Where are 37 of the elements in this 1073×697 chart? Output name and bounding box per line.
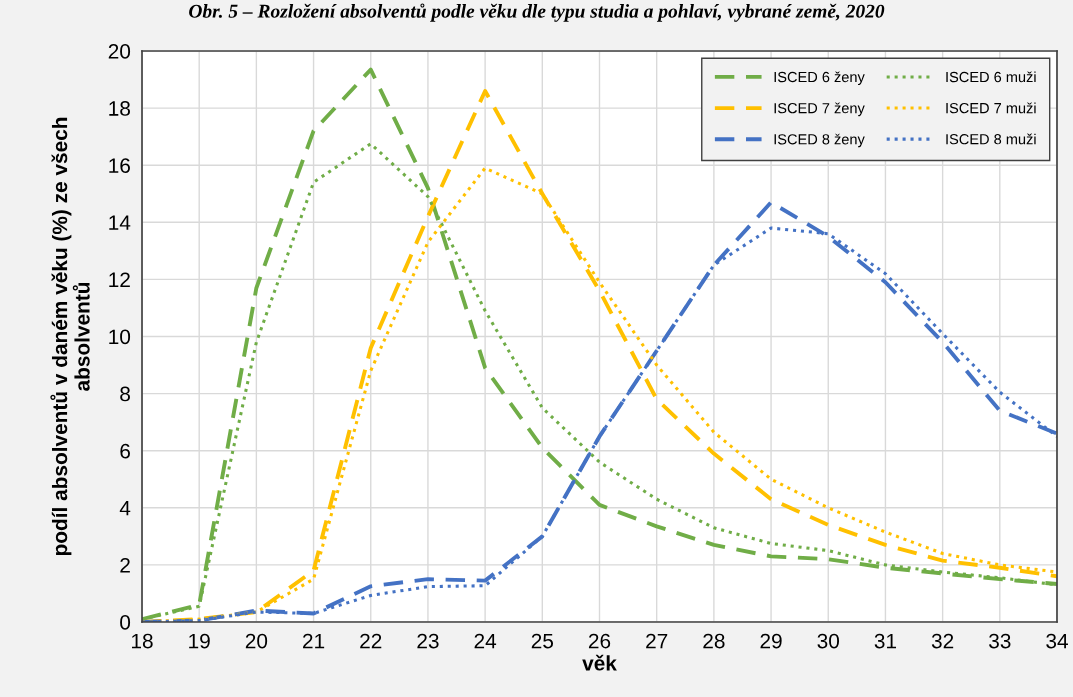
y-tick-label: 6 [120, 443, 130, 459]
x-tick-label: 21 [303, 633, 325, 649]
y-tick-label: 12 [109, 272, 130, 287]
x-tick-label: 24 [474, 633, 497, 649]
y-tick-label: 10 [109, 329, 131, 345]
x-tick-label: 23 [417, 633, 439, 649]
legend-label: ISCED 6 muži [946, 71, 1036, 83]
y-axis-title: podíl absolventů v daném věku (%) ze všech absolventů [50, 117, 90, 556]
legend-label: ISCED 6 ženy [774, 71, 865, 86]
x-tick-label: 29 [760, 633, 782, 649]
x-tick-label: 20 [245, 633, 268, 649]
y-tick-label: 8 [120, 386, 130, 402]
x-tick-label: 22 [360, 633, 382, 649]
x-tick-label: 30 [817, 633, 840, 649]
x-tick-label: 25 [531, 633, 554, 649]
legend-label: ISCED 8 muži [946, 133, 1036, 145]
y-tick-label: 0 [120, 615, 131, 630]
legend-label: ISCED 7 ženy [774, 102, 865, 117]
y-tick-label: 18 [109, 101, 130, 116]
x-tick-label: 33 [989, 633, 1011, 649]
x-axis-title: věk [582, 654, 617, 671]
x-tick-label: 26 [588, 633, 611, 649]
y-tick-label: 2 [120, 557, 130, 573]
legend-label: ISCED 7 muži [946, 102, 1036, 114]
x-tick-label: 32 [931, 633, 954, 649]
y-tick-label: 20 [108, 44, 131, 59]
legend-label: ISCED 8 ženy [774, 133, 865, 148]
x-tick-label: 27 [646, 633, 668, 649]
x-tick-label: 31 [874, 633, 897, 649]
y-tick-label: 4 [119, 501, 131, 516]
x-tick-label: 18 [132, 633, 153, 649]
chart-title: Obr. 5 – Rozložení absolventů podle věku dle typu studia a pohlaví, vybrané země, 2020 [189, 3, 885, 22]
y-tick-label: 14 [109, 215, 131, 230]
x-tick-label: 34 [1046, 633, 1068, 649]
x-tick-label: 19 [189, 633, 210, 649]
y-tick-label: 16 [109, 158, 130, 173]
x-tick-label: 28 [703, 633, 725, 649]
